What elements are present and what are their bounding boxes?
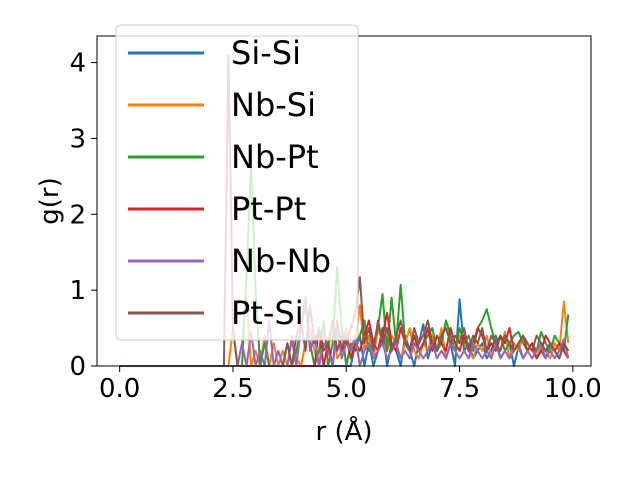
x-axis-label: r (Å) bbox=[315, 415, 372, 447]
y-tick-label: 3 bbox=[69, 124, 86, 154]
legend-label-nb-pt: Nb-Pt bbox=[231, 138, 319, 176]
y-axis-label: g(r) bbox=[35, 177, 65, 224]
x-tick-label: 0.0 bbox=[99, 374, 140, 404]
legend-box bbox=[115, 24, 359, 341]
x-axis: 0.0 2.5 5.0 7.5 10.0 bbox=[99, 366, 602, 404]
y-tick-label: 0 bbox=[69, 352, 86, 382]
x-tick-label: 5.0 bbox=[326, 374, 367, 404]
y-tick-label: 4 bbox=[69, 49, 86, 79]
legend-label-nb-si: Nb-Si bbox=[231, 86, 316, 124]
x-tick-label: 10.0 bbox=[544, 374, 602, 404]
legend-label-pt-si: Pt-Si bbox=[231, 294, 304, 332]
legend: Si-Si Nb-Si Nb-Pt Pt-Pt Nb-Nb Pt-Si bbox=[115, 24, 359, 341]
series-line-nb-pt bbox=[119, 163, 570, 367]
legend-label-pt-pt: Pt-Pt bbox=[231, 190, 306, 228]
legend-label-nb-nb: Nb-Nb bbox=[231, 242, 331, 280]
y-tick-label: 1 bbox=[69, 276, 86, 306]
legend-label-si-si: Si-Si bbox=[231, 34, 301, 72]
y-axis: 0 1 2 3 4 bbox=[69, 49, 97, 382]
x-tick-label: 2.5 bbox=[212, 374, 253, 404]
y-tick-label: 2 bbox=[69, 200, 86, 230]
x-tick-label: 7.5 bbox=[439, 374, 480, 404]
